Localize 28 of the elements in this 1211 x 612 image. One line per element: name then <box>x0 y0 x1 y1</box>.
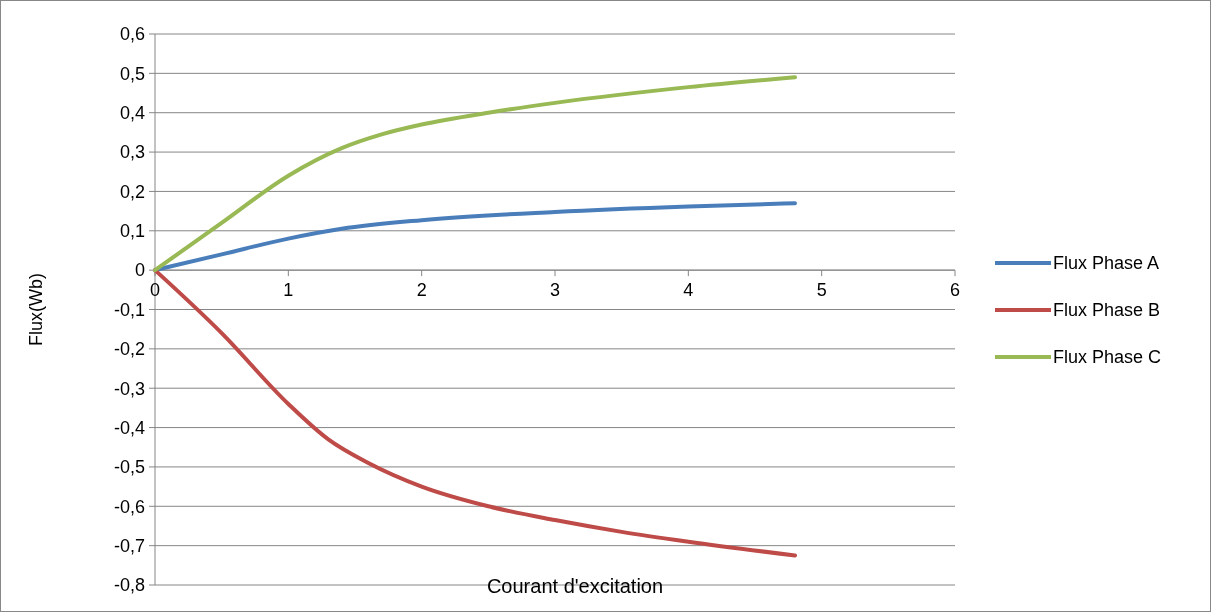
legend-label: Flux Phase A <box>1053 253 1160 274</box>
y-tick-label: 0,5 <box>119 63 145 84</box>
x-tick-label: 1 <box>283 280 294 301</box>
y-tick-label: -0,7 <box>113 535 145 556</box>
y-tick-label: -0,5 <box>113 457 145 478</box>
x-tick-label: 5 <box>816 280 827 301</box>
y-tick-label: 0 <box>134 260 145 281</box>
x-tick-label: 6 <box>949 280 961 301</box>
y-tick-label: -0,1 <box>113 299 145 320</box>
y-tick-label: -0,4 <box>113 417 145 438</box>
y-tick-label: -0,3 <box>113 378 145 399</box>
x-axis-title: Courant d'excitation <box>486 575 664 597</box>
legend-label: Flux Phase C <box>1053 347 1162 368</box>
x-tick-label: 0 <box>149 280 161 301</box>
y-tick-label: 0,2 <box>119 181 145 202</box>
line-series <box>153 75 797 273</box>
y-tick-label: -0,8 <box>113 575 145 596</box>
x-tick-label: 4 <box>683 280 694 301</box>
y-tick-label: 0,1 <box>119 221 145 242</box>
y-axis-title: Flux(Wb) <box>26 273 46 346</box>
x-tick-label: 2 <box>416 280 427 301</box>
y-tick-label: 0,6 <box>119 24 145 45</box>
y-tick-label: -0,6 <box>113 496 145 517</box>
y-tick-label: 0,4 <box>119 103 145 124</box>
y-tick-label: 0,3 <box>119 142 145 163</box>
x-tick-label: 3 <box>549 280 561 301</box>
legend-label: Flux Phase B <box>1053 300 1161 321</box>
y-tick-label: -0,2 <box>113 339 145 360</box>
